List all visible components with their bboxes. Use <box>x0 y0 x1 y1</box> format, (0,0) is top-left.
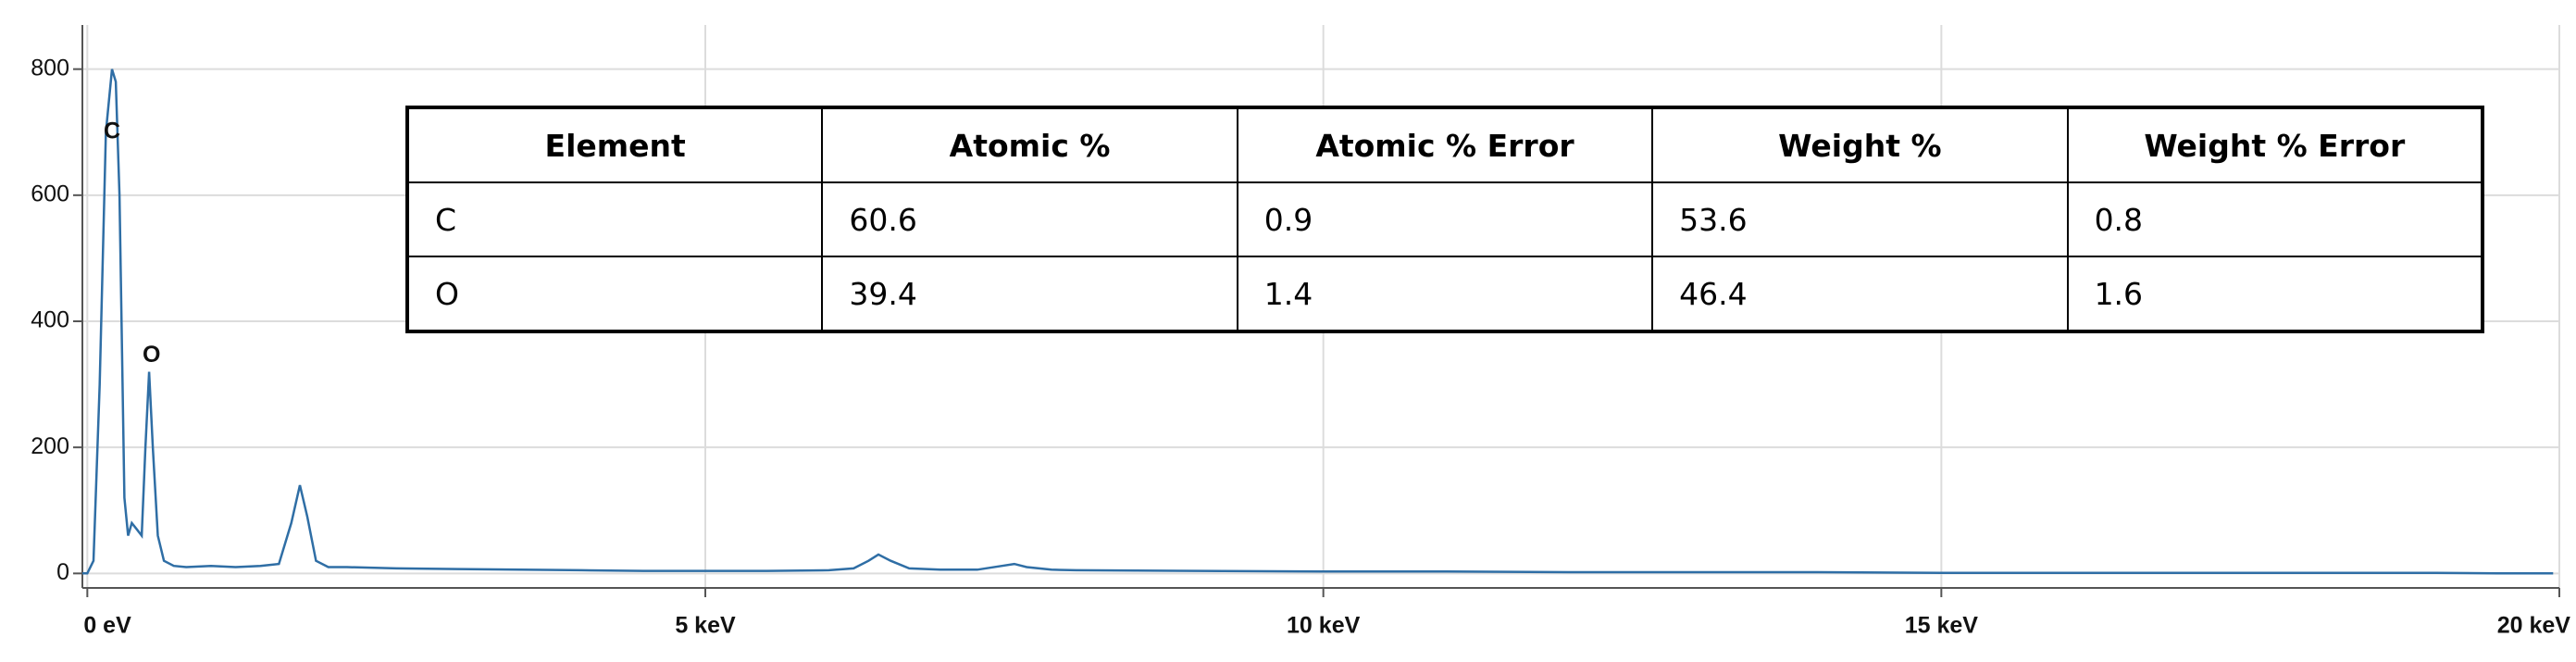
header-cell: Element <box>405 106 824 183</box>
x-tick-label: 20 keV <box>2497 613 2571 639</box>
row: C 60.6 0.9 53.6 0.8 <box>405 181 2484 257</box>
cell: 53.6 <box>1651 181 2069 257</box>
x-tick-label: 5 keV <box>675 613 736 639</box>
header-cell: Weight % Error <box>2066 106 2484 183</box>
cell: 0.8 <box>2066 181 2484 257</box>
y-tick-label: 0 <box>56 559 69 585</box>
x-tick-label: 10 keV <box>1287 613 1361 639</box>
cell: 46.4 <box>1651 256 2069 332</box>
results-table: Element Atomic % Atomic % Error Weight %… <box>405 106 2484 333</box>
cell: C <box>405 181 824 257</box>
x-tick-label: 0 eV <box>83 613 131 639</box>
spectrum-line <box>82 69 2554 575</box>
y-tick-label: 400 <box>31 307 69 333</box>
x-tick-label: 15 keV <box>1905 613 1979 639</box>
cell: 0.9 <box>1236 181 1654 257</box>
cell: 1.4 <box>1236 256 1654 332</box>
row: O 39.4 1.4 46.4 1.6 <box>405 256 2484 332</box>
header-row: Element Atomic % Atomic % Error Weight %… <box>405 106 2484 183</box>
cell: 1.6 <box>2066 256 2484 332</box>
header-cell: Atomic % Error <box>1236 106 1654 183</box>
peak-label: C <box>104 118 120 144</box>
y-tick-label: 800 <box>31 55 69 81</box>
header-cell: Weight % <box>1651 106 2069 183</box>
cell: 39.4 <box>821 256 1238 332</box>
cell: 60.6 <box>821 181 1238 257</box>
y-tick-label: 600 <box>31 181 69 206</box>
cell: O <box>405 256 824 332</box>
header-cell: Atomic % <box>821 106 1238 183</box>
peak-label: O <box>143 342 160 368</box>
y-tick-label: 200 <box>31 433 69 459</box>
